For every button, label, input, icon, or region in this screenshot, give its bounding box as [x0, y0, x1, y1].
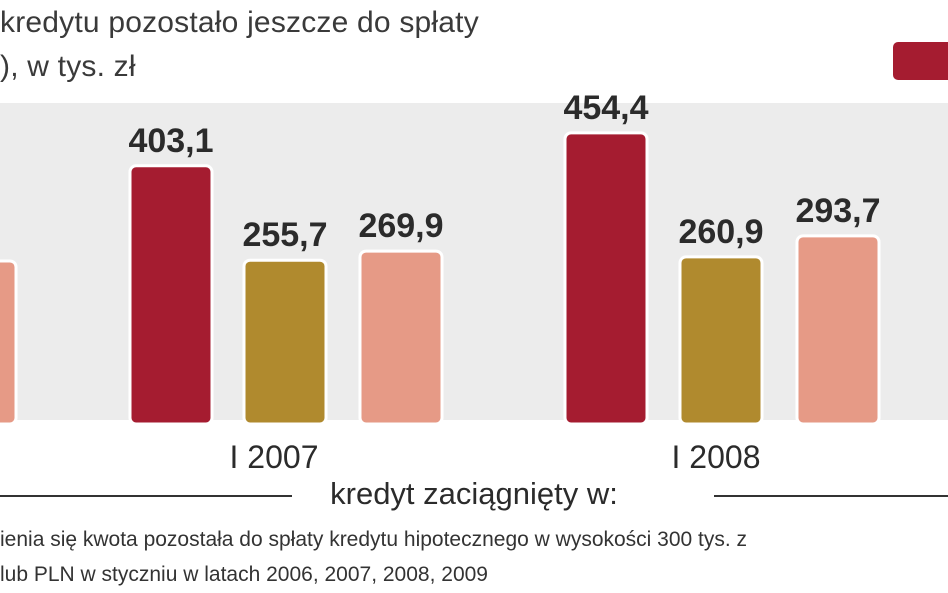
bar-value-label: 255,7 [242, 216, 327, 254]
bar-value-label: 403,1 [128, 122, 213, 160]
footnote-line-2: lub PLN w styczniu w latach 2006, 2007, … [0, 563, 488, 586]
bar-i-2007-1 [242, 258, 328, 426]
bar-partial-0 [0, 259, 18, 426]
bar-value-label: 269,9 [358, 207, 443, 245]
bar-i-2008-2 [795, 234, 881, 426]
chart-title-line-2: ), w tys. zł [0, 50, 136, 83]
caption-rule-right [714, 495, 948, 497]
bar-i-2008-1 [678, 255, 764, 426]
category-label: I 2008 [672, 439, 761, 475]
category-label: I 2007 [230, 439, 319, 475]
chart-title-line-1: kredytu pozostało jeszcze do spłaty [0, 6, 479, 39]
bar-i-2007-2 [358, 249, 444, 426]
legend-swatch [893, 42, 948, 80]
bar-value-label: 260,9 [678, 213, 763, 251]
x-axis-caption: kredyt zaciągnięty w: [330, 476, 618, 511]
bar-value-label: 454,4 [563, 89, 648, 127]
bar-value-label: 293,7 [795, 192, 880, 230]
footnote-line-1: ienia się kwota pozostała do spłaty kred… [0, 528, 748, 551]
caption-rule-left [0, 495, 292, 497]
bar-i-2007-0 [128, 164, 214, 426]
bar-i-2008-0 [563, 131, 649, 426]
